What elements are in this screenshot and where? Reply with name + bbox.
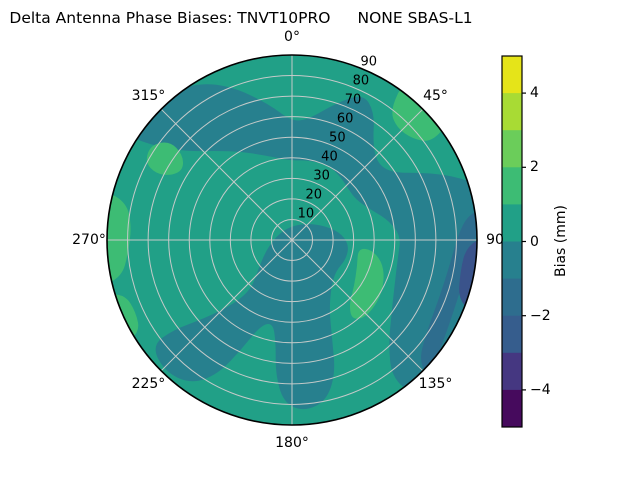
colorbar-tick-label: −4	[530, 381, 551, 398]
colorbar-segment	[502, 278, 522, 317]
colorbar-tick-label: 0	[530, 233, 539, 250]
chart-title-secondary: NONE SBAS-L1	[357, 9, 473, 27]
colorbar-segment	[502, 56, 522, 94]
angular-gridline	[291, 239, 424, 372]
angular-tick-label: 0°	[284, 29, 300, 45]
radial-tick-label: 80	[352, 73, 370, 89]
chart-title: Delta Antenna Phase Biases: TNVT10PRO NO…	[0, 9, 482, 27]
radial-tick-label: 60	[336, 111, 354, 127]
angular-gridline	[160, 239, 293, 372]
angular-gridline	[160, 108, 293, 241]
radial-tick-label: 10	[297, 206, 315, 222]
colorbar-segment	[502, 389, 522, 428]
colorbar-tick-label: −2	[530, 307, 551, 324]
polar-outline	[106, 54, 478, 426]
angular-tick-label: 90	[486, 232, 504, 248]
angular-gridline	[291, 108, 424, 241]
angular-tick-label: 270°	[72, 232, 106, 248]
radial-tick-label: 50	[329, 130, 346, 146]
contour-region	[146, 142, 184, 175]
radial-tick-label: 40	[321, 149, 338, 165]
angular-tick-label: 135°	[418, 375, 453, 392]
contour-region	[132, 84, 477, 390]
colorbar-segment	[502, 241, 522, 280]
polar-grid	[107, 55, 477, 425]
contour-region	[349, 248, 384, 319]
radial-tick-label: 30	[313, 168, 330, 184]
colorbar-segment	[502, 93, 522, 131]
colorbar-axis-label: Bias (mm)	[553, 204, 569, 278]
colorbar-tick-label: 4	[530, 85, 539, 102]
colorbar-segment	[502, 204, 522, 242]
colorbar	[501, 55, 526, 428]
colorbar-segment	[502, 130, 522, 168]
colorbar-segment	[502, 352, 522, 391]
colorbar-segment	[502, 167, 522, 205]
contour-region	[459, 238, 477, 309]
angular-tick-label: 180°	[275, 435, 309, 451]
angular-tick-label: 225°	[131, 375, 166, 392]
contour-region	[421, 210, 477, 372]
radial-tick-label: 20	[305, 187, 322, 203]
radial-tick-label: 70	[344, 92, 362, 108]
angular-tick-label: 315°	[131, 88, 166, 105]
radial-tick-label: 90	[360, 54, 378, 70]
chart-title-main: Delta Antenna Phase Biases: TNVT10PRO	[9, 9, 331, 27]
colorbar-tick-label: 2	[530, 159, 539, 176]
colorbar-segment	[502, 315, 522, 354]
angular-tick-label: 45°	[423, 88, 448, 105]
